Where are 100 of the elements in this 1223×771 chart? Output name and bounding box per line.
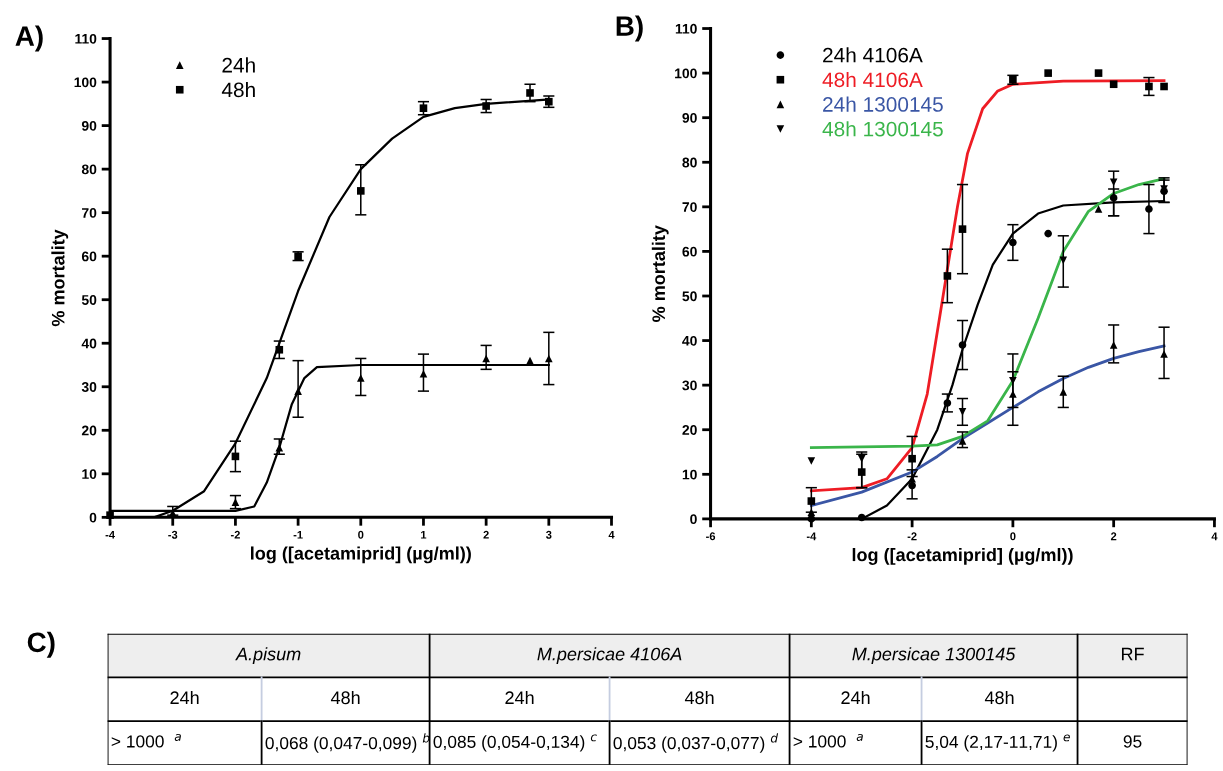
point — [231, 498, 240, 506]
point — [526, 89, 534, 97]
x-axis-title: log ([acetamiprid] (µg/ml)) — [852, 547, 1073, 565]
text: C) — [27, 631, 55, 658]
y-tick-label: 100 — [675, 68, 697, 79]
y-tick-label: 50 — [682, 291, 697, 302]
point — [482, 102, 490, 110]
point — [1145, 205, 1153, 213]
text: 5,04 (2,17-11,71) $^{e}$ — [925, 734, 1070, 752]
y-tick-label: 30 — [81, 382, 97, 392]
y-tick-label: 0 — [690, 514, 697, 525]
point — [1009, 376, 1017, 385]
y-tick-label: 0 — [89, 512, 97, 523]
legend-label: 24h 1300145 — [823, 96, 943, 112]
chart-title: A) — [15, 25, 43, 52]
legend-label: 48h — [221, 81, 255, 98]
y-tick-label: 10 — [82, 469, 97, 479]
y-tick-label: 60 — [682, 246, 697, 257]
point — [807, 457, 816, 465]
y-tick-label: 20 — [81, 425, 97, 436]
point — [1109, 341, 1118, 349]
point — [807, 497, 816, 505]
y-tick-label: 60 — [81, 251, 97, 262]
point — [958, 437, 967, 445]
point — [958, 225, 967, 233]
x-axis-title: log ([acetamiprid] (µg/ml)) — [251, 546, 471, 564]
text: RF — [1121, 647, 1144, 661]
point — [275, 345, 284, 354]
point — [1145, 82, 1153, 91]
text: A.pisum — [235, 647, 301, 665]
text: M.persicae 4106A — [537, 647, 682, 665]
y-tick-label: 20 — [682, 425, 697, 435]
x-tick-label: 2 — [483, 530, 489, 539]
point — [1094, 69, 1103, 77]
point — [857, 468, 866, 476]
text: 48h — [684, 690, 714, 705]
text: 0,053 (0,037-0,077) $^{d}$ — [613, 733, 779, 753]
point — [545, 354, 553, 363]
point — [1059, 388, 1068, 396]
text: > 1000 $^{a}$ — [793, 733, 863, 748]
text: 24h — [841, 690, 870, 704]
text: > 1000 $^{a}$ — [111, 733, 181, 748]
x-tick-label: 0 — [1010, 532, 1016, 541]
x-tick-label: 4 — [1211, 532, 1218, 541]
legend-label: 48h 4106A — [822, 71, 923, 88]
point — [356, 187, 365, 195]
point — [1044, 69, 1052, 77]
point — [106, 511, 114, 519]
point — [1044, 229, 1052, 238]
y-tick-label: 90 — [81, 120, 97, 131]
y-tick-label: 70 — [82, 207, 97, 218]
y-tick-label: 50 — [81, 295, 97, 305]
point — [1109, 194, 1118, 202]
text: M.persicae 1300145 — [852, 647, 1016, 665]
x-tick-label: -4 — [806, 532, 817, 541]
y-axis-title: % mortality — [651, 225, 669, 322]
x-tick-label: -6 — [706, 532, 716, 541]
legend-label: 24h — [222, 57, 255, 73]
point — [1059, 256, 1068, 265]
point — [958, 341, 967, 349]
point — [1160, 82, 1168, 91]
y-axis-title: % mortality — [51, 229, 69, 327]
y-tick-label: 40 — [81, 338, 97, 349]
point — [958, 408, 967, 416]
x-tick-label: 1 — [421, 530, 427, 539]
x-tick-label: -2 — [230, 530, 240, 539]
text: 24h — [505, 690, 534, 704]
point — [419, 104, 428, 112]
point — [807, 515, 816, 523]
point — [1009, 238, 1017, 247]
y-tick-label: 10 — [682, 469, 697, 480]
x-tick-label: 3 — [545, 530, 552, 539]
legend-label: 48h 1300145 — [822, 121, 943, 137]
x-tick-label: 4 — [608, 530, 615, 539]
point — [943, 399, 952, 407]
y-tick-label: 110 — [75, 33, 97, 44]
point — [943, 272, 952, 280]
point — [857, 513, 866, 522]
point — [356, 374, 365, 382]
y-tick-label: 30 — [682, 380, 697, 391]
x-tick-label: -4 — [105, 530, 115, 539]
y-tick-label: 90 — [682, 113, 697, 123]
x-tick-label: -3 — [168, 530, 178, 539]
line-series — [809, 344, 1166, 507]
point — [1009, 390, 1017, 398]
legend-label: 24h 4106A — [823, 47, 923, 63]
text: 0,085 (0,054-0,134) $^{c}$ — [433, 734, 597, 752]
point — [294, 387, 302, 395]
point — [857, 454, 866, 463]
text: 48h — [984, 690, 1014, 705]
x-tick-label: 0 — [358, 530, 364, 539]
y-tick-label: 80 — [682, 157, 697, 168]
x-tick-label: -2 — [907, 532, 917, 541]
y-tick-label: 80 — [81, 164, 97, 175]
point — [1109, 80, 1118, 89]
point — [482, 354, 490, 363]
text: 95 — [1123, 735, 1142, 748]
text: 24h — [170, 690, 199, 704]
point — [908, 454, 916, 463]
y-tick-label: 110 — [675, 23, 697, 34]
